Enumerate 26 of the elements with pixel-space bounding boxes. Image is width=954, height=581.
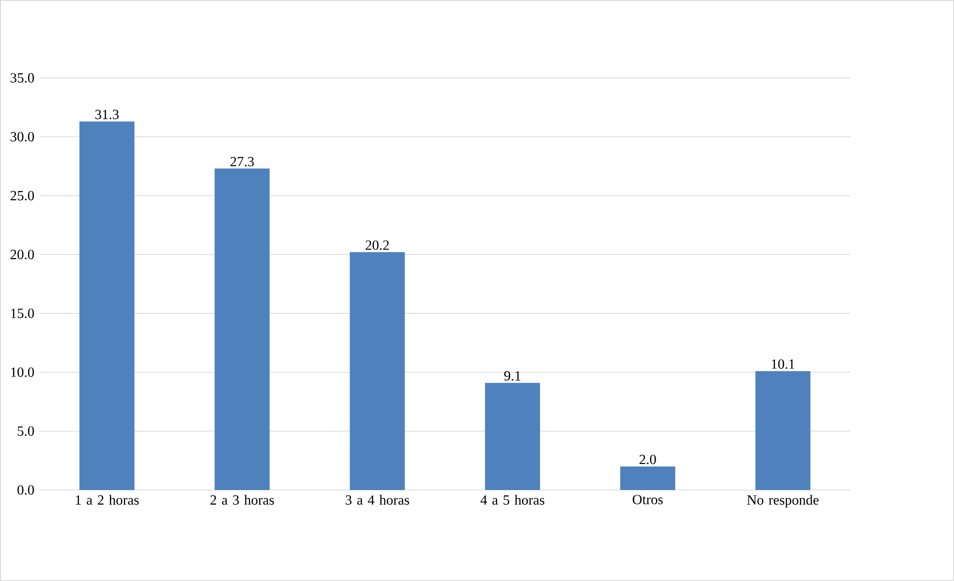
y-tick-label: 0.0 [17,485,34,495]
bar [214,168,270,490]
data-label: 10.1 [772,359,794,369]
bar [79,122,134,490]
bar [350,252,405,490]
x-tick-label: Otros [632,494,663,504]
data-label: 20.2 [366,240,389,250]
bar [755,371,810,490]
x-tick-label: 1 a 2 horas [76,494,139,505]
data-label: 27.3 [230,156,254,166]
y-tick-label: 10.0 [11,368,34,378]
x-tick-label: 4 a 5 horas [480,494,544,505]
y-tick-label: 5.0 [18,426,34,436]
data-label: 31.3 [95,110,119,120]
y-tick-label: 30.0 [10,132,34,142]
x-tick-label: No responde [747,494,819,508]
y-tick-label: 25.0 [10,190,34,200]
data-label: 9.1 [504,371,520,381]
y-tick-label: 35.0 [10,73,34,83]
data-label: 2.0 [640,454,656,464]
y-tick-label: 15.0 [11,308,34,318]
x-tick-label: 2 a 3 horas [210,494,274,505]
bar [485,382,540,490]
bar [620,466,676,490]
y-tick-label: 20.0 [10,250,34,260]
x-tick-label: 3 a 4 horas [346,494,410,505]
